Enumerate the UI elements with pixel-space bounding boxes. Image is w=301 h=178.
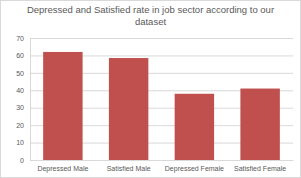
chart-border (1, 1, 301, 178)
y-tick-label: 50 (16, 70, 24, 77)
plot: 0 10 20 30 40 50 60 70 Depressed Male Satisfied M… (16, 35, 293, 173)
x-axis: Depressed Male Satisfied Male Depressed Fe… (31, 160, 294, 173)
bar (43, 52, 82, 160)
x-tick: Depressed Male (37, 160, 88, 173)
y-axis: 0 10 20 30 40 50 60 70 (16, 35, 293, 164)
x-axis-line (31, 160, 294, 161)
bars (43, 52, 280, 160)
x-tick-label: Depressed Female (165, 165, 224, 173)
y-tick-label: 20 (16, 122, 24, 129)
x-tick: Satisfied Male (107, 160, 151, 172)
y-tick-label: 0 (20, 157, 24, 164)
y-tick-label: 40 (16, 87, 24, 94)
chart-title: Depressed and Satisfied rate in job sect… (27, 4, 274, 27)
chart: Depressed and Satisfied rate in job sect… (0, 0, 301, 178)
bar (175, 94, 214, 160)
grid-line (30, 38, 293, 39)
y-tick-label: 60 (16, 52, 24, 59)
grid-line (30, 160, 293, 161)
x-tick-label: Satisfied Male (107, 165, 151, 172)
y-tick-label: 10 (16, 139, 24, 146)
y-tick-label: 70 (16, 35, 24, 42)
y-tick-label: 30 (16, 104, 24, 111)
x-tick: Satisfied Female (234, 160, 286, 172)
x-tick-label: Satisfied Female (234, 165, 286, 172)
y-axis-line (31, 39, 294, 161)
x-tick-label: Depressed Male (37, 165, 88, 173)
x-tick: Depressed Female (165, 160, 224, 173)
y-tick: 70 (16, 35, 293, 42)
bar (240, 89, 279, 160)
bar (109, 58, 148, 160)
